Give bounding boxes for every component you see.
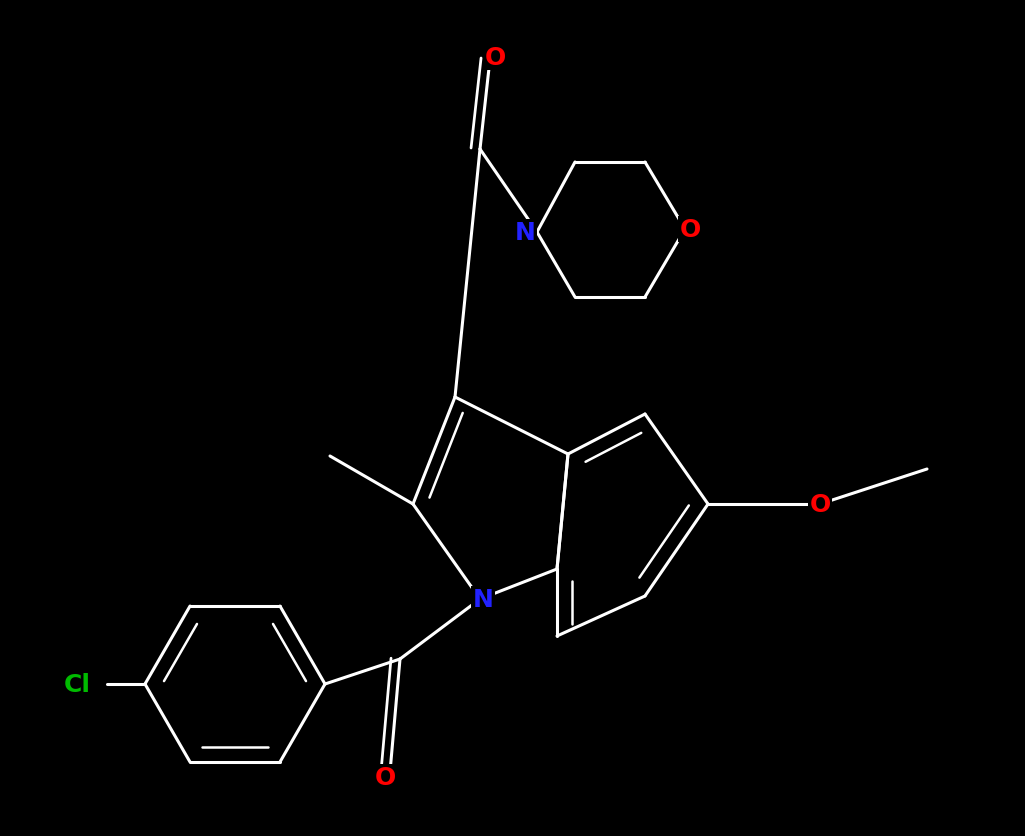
Text: O: O <box>374 765 396 789</box>
Text: N: N <box>473 588 493 611</box>
Text: N: N <box>515 221 535 245</box>
Text: O: O <box>680 217 701 242</box>
Text: O: O <box>485 46 505 70</box>
Text: Cl: Cl <box>64 672 90 696</box>
Text: O: O <box>810 492 830 517</box>
